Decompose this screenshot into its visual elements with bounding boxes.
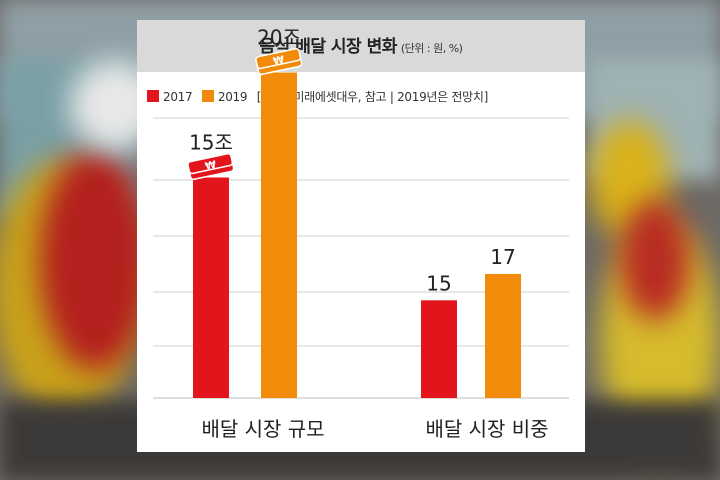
money-bundle-icon: ₩: [255, 47, 303, 76]
legend-swatch-2019: [201, 90, 214, 102]
data-label-2017-0: 15조: [189, 131, 233, 155]
money-bundle-icon: ₩: [187, 152, 235, 181]
data-label-2019-1: 17: [490, 245, 515, 269]
bar-2017-0: [193, 177, 229, 398]
data-label-2019-0: 20조: [257, 26, 301, 50]
legend-label-2019: 2019: [217, 90, 248, 104]
legend-item-2017: 2017: [147, 90, 196, 104]
svg-text:₩: ₩: [272, 55, 285, 68]
bar-2017-1: [421, 300, 457, 398]
chart-card: 음식 배달 시장 변화 (단위 : 원, %) 2017 2019 [자료 | 미…: [137, 20, 585, 452]
unit-note: (단위 : 원, %): [400, 42, 463, 55]
legend-item-2019: 2019: [201, 90, 251, 104]
legend-swatch-2017: [147, 90, 159, 102]
plot-area: 15조 ₩15 20조 ₩17 배달 시장 규모 배달 시장 비중: [153, 26, 569, 441]
legend: 2017 2019 [자료 | 미래에셋대우, 참고 | 2019년은 전망치]: [147, 88, 488, 105]
svg-text:₩: ₩: [204, 160, 217, 173]
x-tick-label-1: 배달 시장 비중: [425, 417, 548, 441]
source-note: [자료 | 미래에셋대우, 참고 | 2019년은 전망치]: [256, 90, 489, 104]
bar-2019-0: [261, 72, 297, 398]
data-label-2017-1: 15: [426, 271, 451, 295]
title-band: [137, 20, 585, 72]
legend-label-2017: 2017: [163, 90, 193, 104]
x-tick-label-0: 배달 시장 규모: [201, 417, 324, 441]
bar-2019-1: [485, 273, 521, 398]
